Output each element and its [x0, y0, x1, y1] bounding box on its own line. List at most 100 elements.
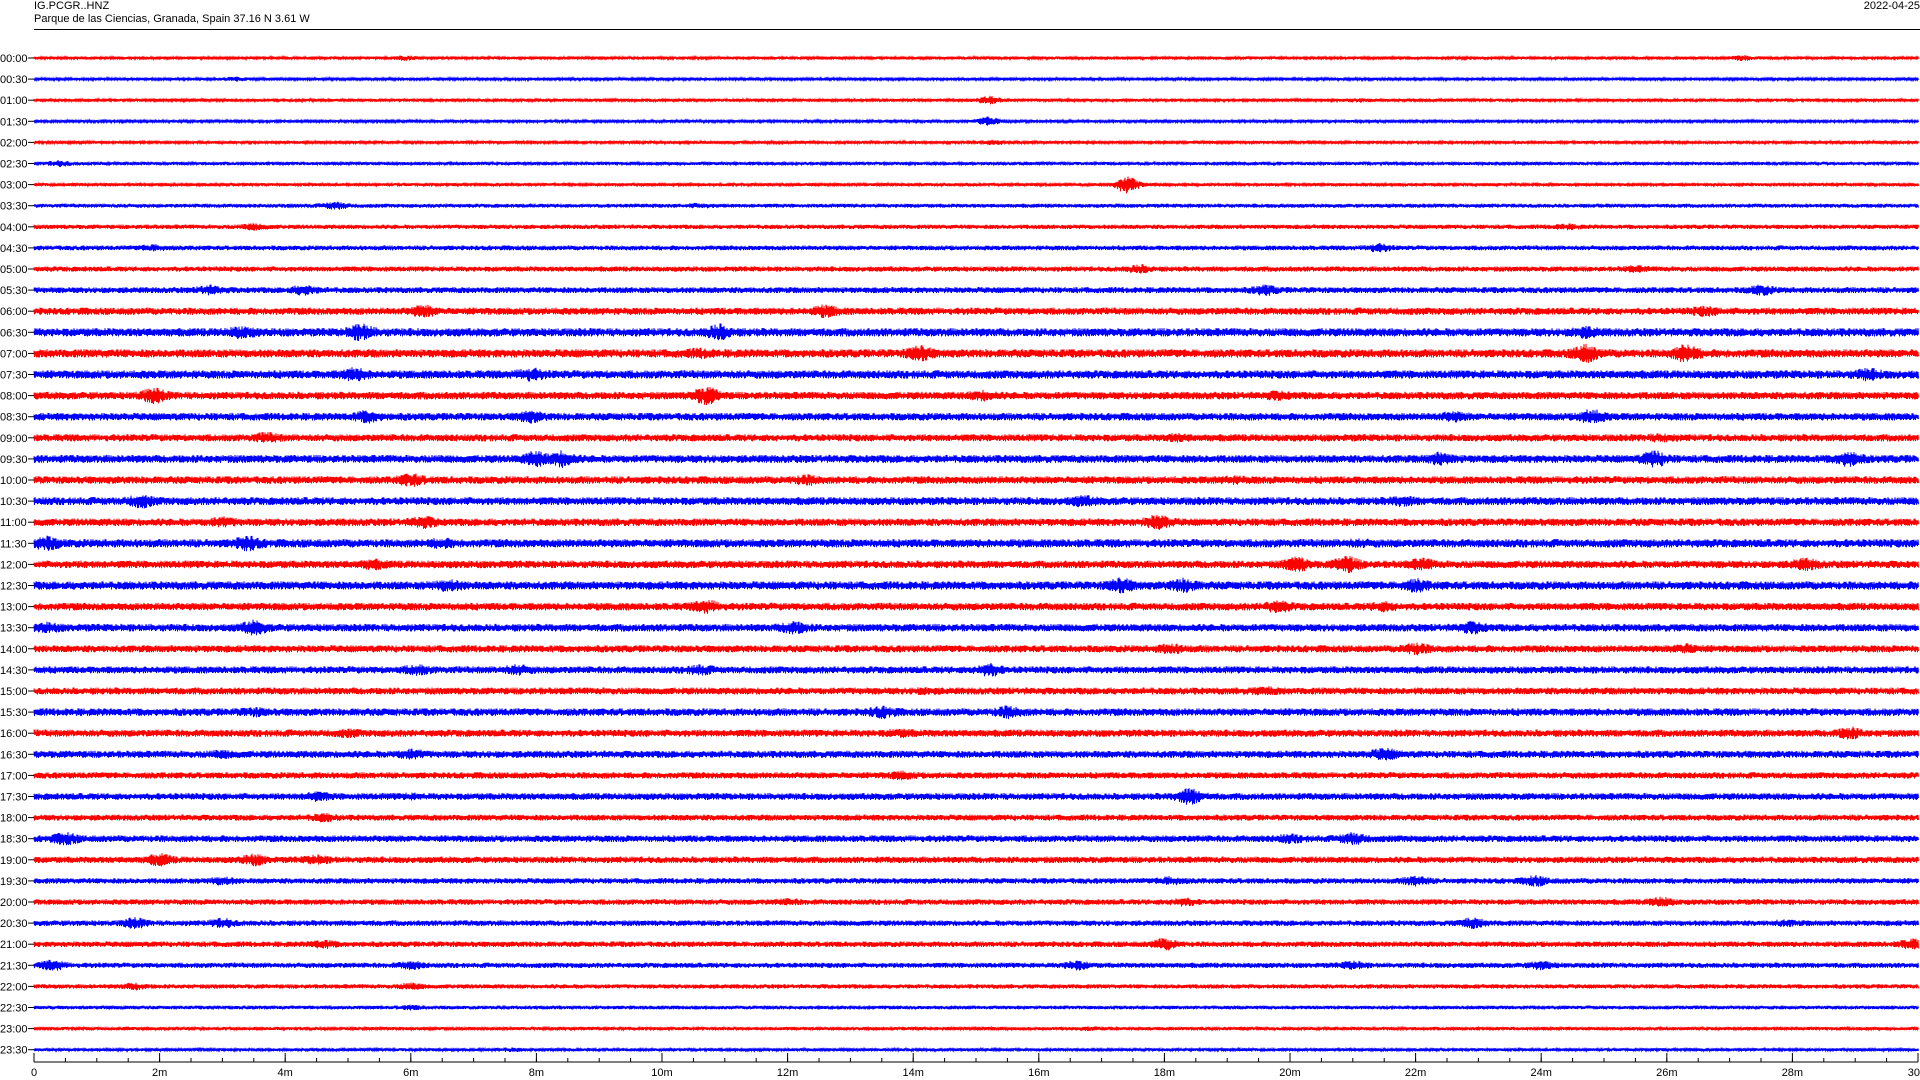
row-label: 18:00: [0, 813, 28, 825]
trace-0830: [33, 409, 1919, 424]
trace-1030: [33, 494, 1919, 509]
trace-2300: [33, 1025, 1919, 1032]
trace-1830: [33, 832, 1919, 846]
row-label: 20:00: [0, 897, 28, 909]
chart-header: IG.PCGR..HNZ Parque de las Ciencias, Gra…: [0, 0, 1920, 30]
trace-0300: [33, 176, 1919, 194]
trace-0800: [33, 386, 1919, 406]
row-label: 07:00: [0, 348, 28, 360]
trace-1200: [33, 555, 1919, 574]
row-label: 22:30: [0, 1003, 28, 1015]
trace-0030: [33, 75, 1919, 83]
row-label: 19:30: [0, 876, 28, 888]
row-label: 22:00: [0, 981, 28, 993]
trace-2030: [33, 917, 1919, 930]
x-tick-label: 26m: [1656, 1067, 1677, 1079]
row-label: 12:00: [0, 559, 28, 571]
row-label: 03:00: [0, 180, 28, 192]
trace-1100: [33, 514, 1919, 531]
x-tick-label: 12m: [777, 1067, 798, 1079]
row-label: 06:30: [0, 327, 28, 339]
row-label: 21:00: [0, 939, 28, 951]
trace-2000: [33, 896, 1919, 907]
trace-1430: [33, 662, 1919, 677]
station-location: Parque de las Ciencias, Granada, Spain 3…: [34, 13, 310, 25]
x-tick-label: 4m: [278, 1067, 293, 1079]
x-tick-label: 28m: [1782, 1067, 1803, 1079]
row-label: 20:30: [0, 918, 28, 930]
trace-2100: [33, 937, 1919, 951]
trace-1800: [33, 812, 1919, 823]
trace-0600: [33, 304, 1919, 319]
row-label: 03:30: [0, 201, 28, 213]
row-label: 14:30: [0, 665, 28, 677]
trace-1730: [33, 788, 1919, 805]
x-tick-label: 6m: [403, 1067, 418, 1079]
trace-0330: [33, 201, 1919, 210]
trace-0230: [33, 160, 1919, 167]
row-label: 04:00: [0, 222, 28, 234]
row-label: 23:00: [0, 1024, 28, 1036]
trace-1330: [33, 619, 1919, 636]
trace-0100: [33, 95, 1919, 105]
row-label: 21:30: [0, 960, 28, 972]
x-tick-label: 22m: [1405, 1067, 1426, 1079]
x-tick-label: 0: [31, 1067, 37, 1079]
row-label: 15:00: [0, 686, 28, 698]
row-label: 17:00: [0, 770, 28, 782]
row-label: 05:30: [0, 285, 28, 297]
trace-2230: [33, 1004, 1919, 1011]
trace-0400: [33, 223, 1919, 231]
row-label: 10:30: [0, 496, 28, 508]
trace-group: [33, 54, 1919, 1053]
row-label: 06:00: [0, 306, 28, 318]
trace-1000: [33, 473, 1919, 487]
row-label: 10:00: [0, 475, 28, 487]
x-tick-label: 30: [1908, 1067, 1920, 1079]
row-label: 16:30: [0, 749, 28, 761]
row-label: 02:30: [0, 159, 28, 171]
x-tick-label: 14m: [902, 1067, 923, 1079]
x-tick-label: 10m: [651, 1067, 672, 1079]
row-label: 14:00: [0, 644, 28, 656]
row-label: 16:00: [0, 728, 28, 740]
trace-1700: [33, 770, 1919, 781]
row-label: 13:00: [0, 602, 28, 614]
trace-0900: [33, 432, 1919, 443]
x-tick-label: 24m: [1530, 1067, 1551, 1079]
x-tick-label: 8m: [529, 1067, 544, 1079]
row-label: 01:00: [0, 95, 28, 107]
x-tick-label: 16m: [1028, 1067, 1049, 1079]
header-rule: [34, 29, 1920, 30]
record-date: 2022-04-25: [1863, 0, 1920, 12]
row-label: 11:00: [0, 517, 27, 529]
row-label: 05:00: [0, 264, 28, 276]
trace-1630: [33, 747, 1919, 761]
trace-0730: [33, 367, 1919, 382]
trace-2330: [33, 1046, 1919, 1053]
trace-1930: [33, 874, 1919, 887]
trace-0200: [33, 139, 1919, 146]
row-label: 08:30: [0, 412, 28, 424]
trace-0530: [33, 284, 1919, 296]
row-label: 15:30: [0, 707, 28, 719]
x-tick-label: 18m: [1154, 1067, 1175, 1079]
trace-0630: [33, 323, 1919, 342]
trace-0700: [33, 343, 1919, 363]
trace-1500: [33, 686, 1919, 696]
trace-0930: [33, 450, 1919, 468]
row-label: 00:00: [0, 53, 28, 65]
x-tick-label: 2m: [152, 1067, 167, 1079]
row-label: 04:30: [0, 243, 28, 255]
station-code: IG.PCGR..HNZ: [34, 0, 110, 12]
row-label: 09:00: [0, 433, 28, 445]
row-label: 11:30: [0, 538, 27, 550]
trace-1900: [33, 853, 1919, 867]
row-label: 12:30: [0, 581, 28, 593]
trace-1300: [33, 599, 1919, 614]
x-tick-label: 20m: [1279, 1067, 1300, 1079]
trace-0500: [33, 264, 1919, 274]
trace-2200: [33, 982, 1919, 991]
row-label: 07:30: [0, 370, 28, 382]
